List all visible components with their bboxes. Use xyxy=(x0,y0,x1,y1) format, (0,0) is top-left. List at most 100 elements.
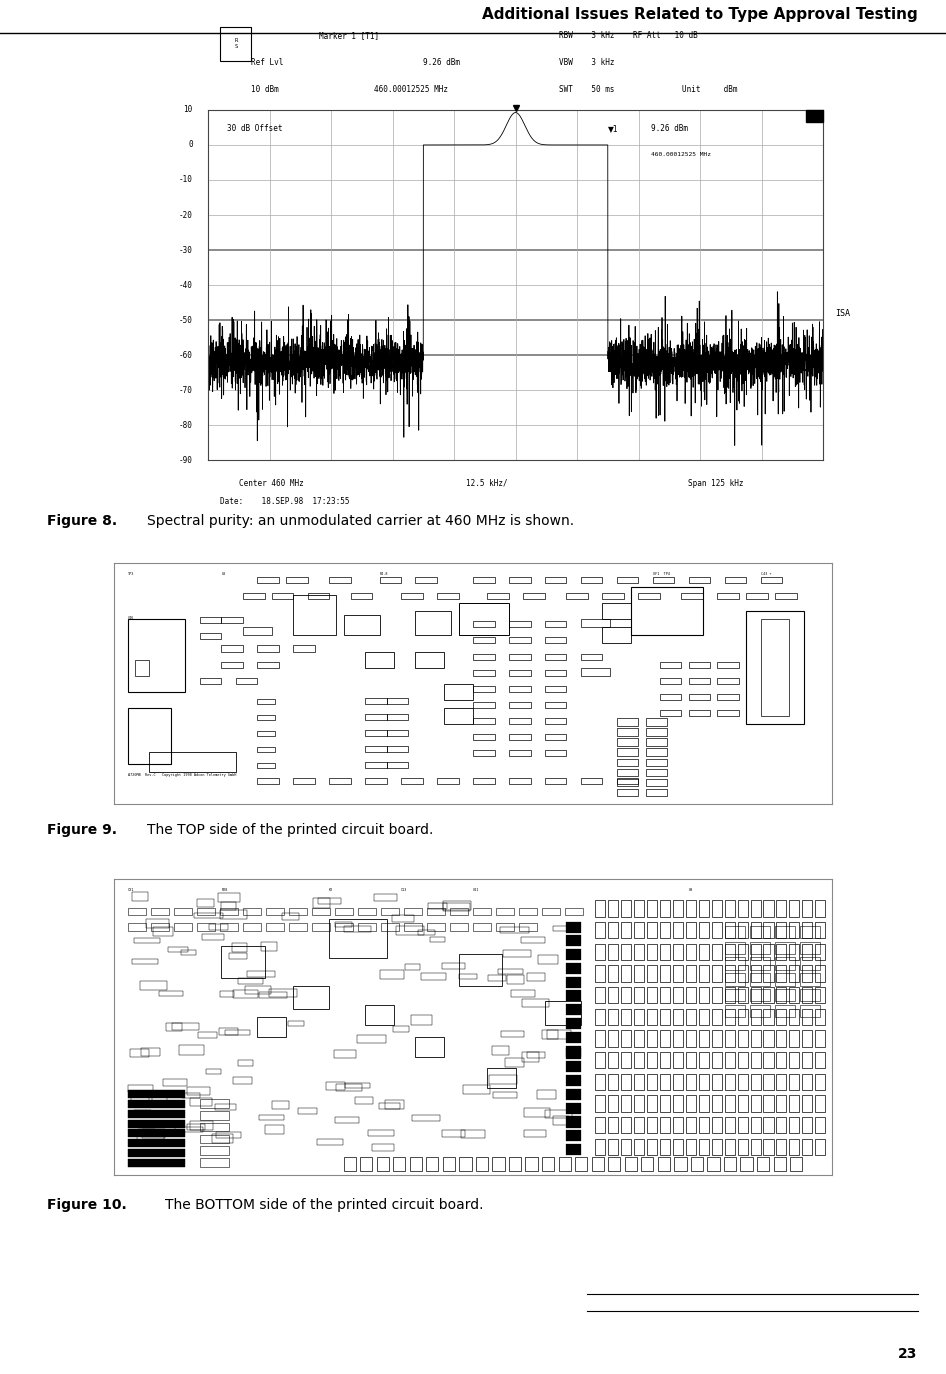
Bar xyxy=(537,1090,556,1099)
Text: 23: 23 xyxy=(899,1347,918,1360)
Bar xyxy=(634,944,644,960)
Bar xyxy=(603,628,631,643)
Bar xyxy=(358,923,376,930)
Bar xyxy=(634,1117,644,1134)
Text: Figure 9.: Figure 9. xyxy=(47,823,117,837)
Bar xyxy=(365,746,387,752)
Bar xyxy=(763,1030,774,1047)
Bar xyxy=(774,1157,786,1171)
Bar xyxy=(699,922,709,938)
Bar xyxy=(365,730,387,735)
Bar xyxy=(699,987,709,1003)
Bar xyxy=(200,1146,229,1156)
Bar xyxy=(459,974,477,980)
Bar xyxy=(660,965,670,982)
Bar xyxy=(545,702,567,708)
Bar xyxy=(519,908,537,915)
Bar xyxy=(595,1117,605,1134)
Bar xyxy=(545,669,567,676)
Bar xyxy=(509,750,531,756)
Bar xyxy=(545,686,567,691)
Bar xyxy=(445,684,473,699)
Bar xyxy=(209,923,228,930)
Bar xyxy=(200,1099,229,1107)
Bar xyxy=(738,965,747,982)
Bar xyxy=(689,577,710,584)
Bar xyxy=(415,651,445,668)
Bar xyxy=(525,1157,537,1171)
Bar xyxy=(802,987,813,1003)
Bar xyxy=(257,577,279,584)
Bar xyxy=(233,991,258,999)
Bar xyxy=(365,761,387,768)
Bar xyxy=(385,1101,404,1109)
Bar xyxy=(746,594,768,599)
Bar xyxy=(473,908,491,915)
Bar xyxy=(151,923,169,930)
Bar xyxy=(288,1021,304,1026)
Bar xyxy=(476,1157,488,1171)
Bar xyxy=(493,1157,504,1171)
Bar xyxy=(815,1052,825,1069)
Text: Unit     dBm: Unit dBm xyxy=(681,85,737,93)
Bar xyxy=(404,923,422,930)
Bar xyxy=(699,1052,709,1069)
Text: K2: K2 xyxy=(329,888,333,892)
Text: R4.8: R4.8 xyxy=(379,573,388,576)
Bar xyxy=(686,1139,696,1156)
Bar xyxy=(365,713,387,720)
Bar xyxy=(634,1009,644,1025)
Bar xyxy=(392,915,414,922)
Bar xyxy=(200,1135,229,1143)
Text: -50: -50 xyxy=(179,316,193,324)
Bar xyxy=(289,923,307,930)
Bar xyxy=(673,944,683,960)
Bar xyxy=(378,1103,400,1109)
Bar xyxy=(645,728,667,735)
Bar xyxy=(200,677,221,684)
Bar xyxy=(200,1112,229,1120)
Bar xyxy=(545,654,567,660)
Bar xyxy=(724,1157,736,1171)
Bar xyxy=(800,926,820,938)
Bar xyxy=(645,758,667,765)
Bar xyxy=(473,717,495,724)
Bar xyxy=(660,922,670,938)
Bar xyxy=(622,1073,631,1090)
Bar xyxy=(131,1050,149,1057)
Bar xyxy=(325,1083,345,1091)
Bar xyxy=(365,1006,394,1025)
Bar xyxy=(197,899,215,907)
Bar xyxy=(520,937,545,943)
Bar xyxy=(725,1030,735,1047)
Bar xyxy=(725,941,745,954)
Bar xyxy=(197,923,215,930)
Bar xyxy=(750,922,761,938)
Bar xyxy=(673,1117,683,1134)
Bar xyxy=(505,1058,524,1066)
Text: The BOTTOM side of the printed circuit board.: The BOTTOM side of the printed circuit b… xyxy=(165,1198,483,1212)
Bar xyxy=(711,944,722,960)
Text: U8: U8 xyxy=(221,573,225,576)
Bar xyxy=(443,1157,455,1171)
Bar xyxy=(473,577,495,584)
Bar xyxy=(777,922,786,938)
Bar xyxy=(429,903,447,908)
Bar xyxy=(575,1157,587,1171)
Bar xyxy=(567,1018,581,1029)
Bar xyxy=(634,1030,644,1047)
Bar xyxy=(174,923,192,930)
Bar xyxy=(777,1139,786,1156)
Bar xyxy=(777,1052,786,1069)
Bar xyxy=(617,779,639,786)
Bar xyxy=(201,934,224,940)
Bar xyxy=(216,1132,241,1138)
Bar xyxy=(257,646,279,651)
Bar xyxy=(802,1139,813,1156)
Bar xyxy=(595,1139,605,1156)
Bar xyxy=(673,1139,683,1156)
Bar xyxy=(815,1009,825,1025)
Bar xyxy=(608,965,619,982)
Bar xyxy=(802,1117,813,1134)
Bar xyxy=(634,965,644,982)
